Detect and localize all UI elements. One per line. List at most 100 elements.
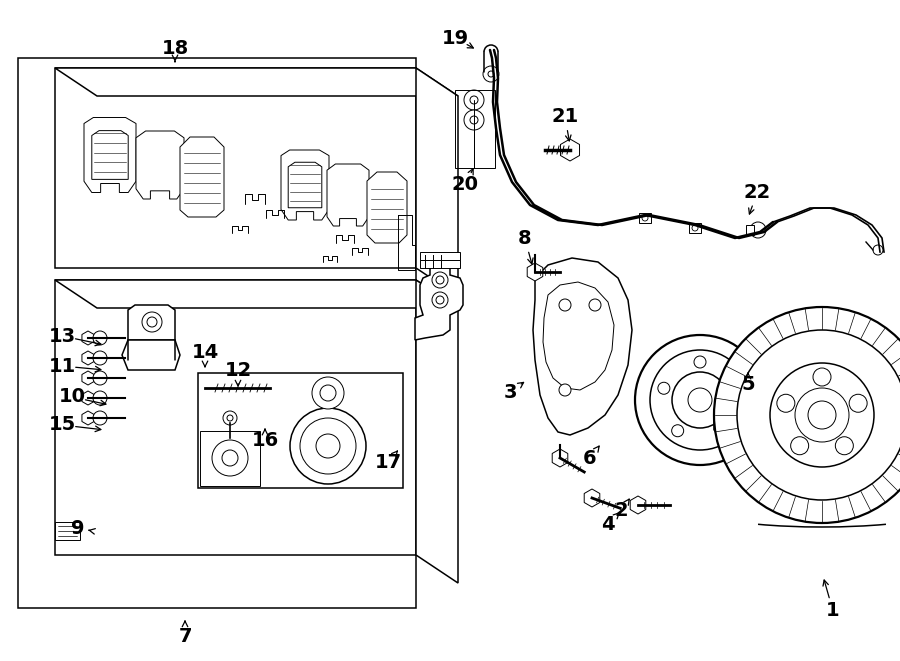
Circle shape [694, 356, 706, 368]
Circle shape [470, 96, 478, 104]
Circle shape [813, 368, 831, 386]
Circle shape [756, 382, 768, 394]
Polygon shape [630, 496, 646, 514]
Polygon shape [416, 68, 458, 296]
Text: 4: 4 [601, 514, 615, 533]
Text: 9: 9 [71, 518, 85, 537]
Circle shape [93, 391, 107, 405]
Circle shape [93, 331, 107, 345]
Polygon shape [92, 131, 128, 179]
Polygon shape [82, 371, 94, 385]
Bar [420, 252, 460, 260]
Circle shape [93, 411, 107, 425]
Polygon shape [416, 280, 458, 583]
Circle shape [93, 371, 107, 385]
Circle shape [589, 299, 601, 311]
Polygon shape [561, 139, 580, 161]
Text: 17: 17 [374, 453, 401, 471]
Circle shape [483, 66, 499, 82]
Circle shape [227, 415, 233, 421]
Bar [420, 260, 460, 268]
Circle shape [791, 437, 809, 455]
Bar [639, 213, 651, 223]
Text: 12: 12 [224, 360, 252, 379]
Circle shape [312, 377, 344, 409]
Circle shape [808, 401, 836, 429]
Polygon shape [128, 305, 175, 340]
Bar [18, 58, 416, 608]
Polygon shape [553, 449, 568, 467]
Polygon shape [281, 150, 329, 220]
Polygon shape [327, 164, 369, 226]
Text: 10: 10 [58, 387, 86, 407]
Polygon shape [527, 263, 543, 281]
Text: 1: 1 [826, 602, 840, 621]
Polygon shape [55, 280, 416, 555]
Circle shape [436, 276, 444, 284]
Circle shape [671, 425, 684, 437]
Text: 19: 19 [441, 28, 469, 48]
Circle shape [93, 351, 107, 365]
Text: 3: 3 [503, 383, 517, 401]
Circle shape [849, 394, 867, 412]
Circle shape [737, 330, 900, 500]
Circle shape [464, 110, 484, 130]
Polygon shape [122, 340, 180, 370]
Polygon shape [543, 282, 614, 390]
Polygon shape [84, 118, 136, 192]
Bar [200, 431, 260, 486]
Circle shape [320, 385, 336, 401]
Text: 6: 6 [583, 449, 597, 467]
Circle shape [142, 312, 162, 332]
Circle shape [316, 434, 340, 458]
Circle shape [300, 418, 356, 474]
Text: 8: 8 [518, 229, 532, 249]
Bar [198, 373, 403, 488]
Bar [689, 223, 701, 233]
Circle shape [770, 363, 874, 467]
Text: 7: 7 [178, 627, 192, 646]
Circle shape [223, 411, 237, 425]
Text: 16: 16 [251, 432, 279, 451]
Circle shape [147, 317, 157, 327]
Polygon shape [55, 280, 458, 308]
Circle shape [650, 350, 750, 450]
Circle shape [730, 382, 742, 394]
Polygon shape [752, 376, 772, 400]
Bar [455, 90, 495, 168]
Circle shape [464, 90, 484, 110]
Polygon shape [82, 391, 94, 405]
Text: 14: 14 [192, 342, 219, 362]
Circle shape [470, 116, 478, 124]
Text: 20: 20 [452, 176, 479, 194]
Circle shape [559, 299, 571, 311]
Text: 15: 15 [49, 416, 76, 434]
Circle shape [835, 437, 853, 455]
Circle shape [212, 440, 248, 476]
Text: 5: 5 [742, 375, 755, 395]
Text: 2: 2 [614, 502, 628, 520]
Bar [55, 522, 80, 540]
Polygon shape [136, 131, 184, 199]
Circle shape [714, 307, 900, 523]
Circle shape [873, 245, 883, 255]
Circle shape [658, 382, 670, 394]
Circle shape [750, 222, 766, 238]
Text: 11: 11 [49, 356, 76, 375]
Polygon shape [180, 137, 224, 217]
Text: 22: 22 [743, 184, 770, 202]
Circle shape [488, 71, 494, 77]
Polygon shape [82, 331, 94, 345]
Circle shape [432, 272, 448, 288]
Circle shape [692, 225, 698, 231]
Polygon shape [55, 68, 458, 96]
Circle shape [716, 425, 728, 437]
Circle shape [290, 408, 366, 484]
Polygon shape [415, 260, 463, 340]
Circle shape [263, 379, 281, 397]
Circle shape [672, 372, 728, 428]
Circle shape [642, 215, 648, 221]
Polygon shape [367, 172, 407, 243]
Text: 13: 13 [49, 327, 76, 346]
Circle shape [432, 292, 448, 308]
